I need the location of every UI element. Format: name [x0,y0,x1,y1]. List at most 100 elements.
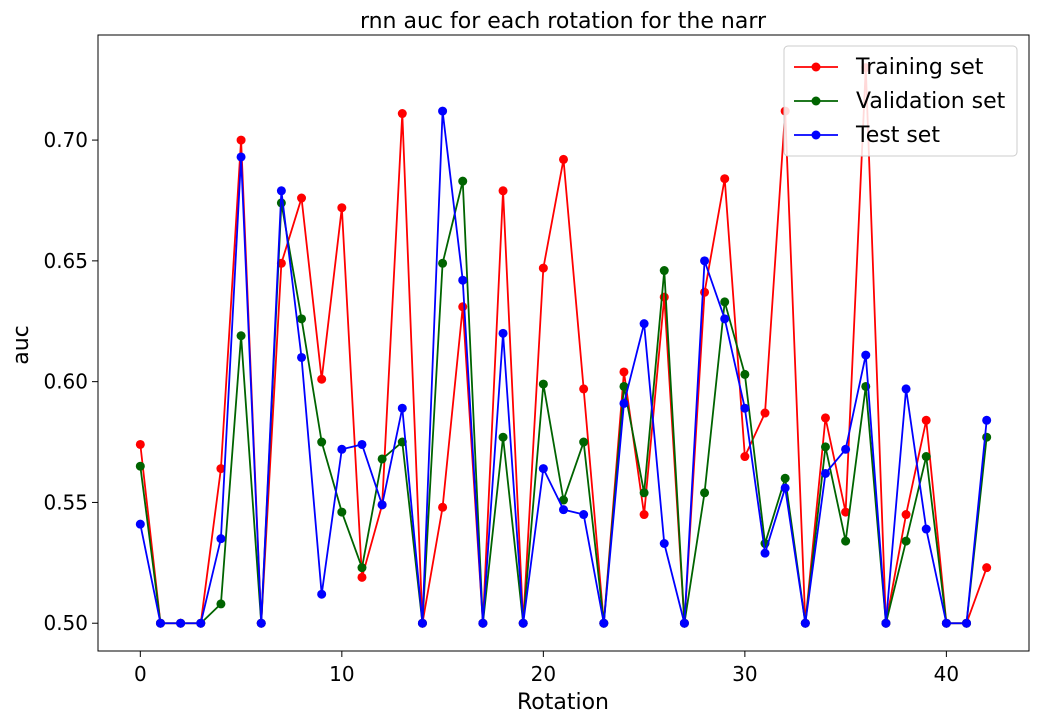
legend-marker [811,96,821,106]
data-point [659,539,669,549]
data-point [236,152,246,162]
data-point [841,536,851,546]
data-point [478,618,488,628]
data-point [740,403,750,413]
data-point [881,618,891,628]
data-point [276,186,286,196]
x-tick-label: 10 [329,662,354,686]
data-point [498,328,508,338]
data-point [196,618,206,628]
series-2 [135,106,992,628]
x-tick-label: 20 [531,662,556,686]
data-point [579,510,589,520]
data-point [639,319,649,329]
data-point [216,599,226,609]
data-point [599,618,609,628]
data-point [921,452,931,462]
data-point [619,398,629,408]
data-point [337,507,347,517]
data-point [982,432,992,442]
data-point [155,618,165,628]
data-point [538,263,548,273]
data-point [397,109,407,119]
data-point [297,193,307,203]
data-point [357,563,367,573]
data-point [498,432,508,442]
data-point [619,367,629,377]
data-point [216,464,226,474]
data-point [962,618,972,628]
data-point [297,314,307,324]
data-point [720,174,730,184]
legend-entry: Test set [794,123,940,148]
data-point [901,536,911,546]
data-point [357,572,367,582]
data-point [760,408,770,418]
data-point [337,203,347,213]
data-point [498,186,508,196]
data-point [216,534,226,544]
data-point [538,379,548,389]
data-point [941,618,951,628]
data-point [700,256,710,266]
data-point [982,563,992,573]
legend-entry: Validation set [794,89,1006,114]
data-point [659,266,669,276]
data-point [176,618,186,628]
data-point [236,135,246,145]
data-point [438,106,448,116]
legend-label: Validation set [856,89,1006,114]
series-line [139,180,988,625]
x-axis-label: Rotation [517,690,609,715]
data-point [559,154,568,164]
data-point [458,176,468,186]
data-point [458,275,468,285]
data-point [921,524,931,534]
data-point [982,415,992,425]
chart-title: rnn auc for each rotation for the narr [360,9,767,34]
y-tick-label: 0.55 [43,490,88,514]
data-point [780,483,790,493]
legend-label: Training set [855,55,984,80]
data-point [720,297,730,307]
data-point [236,331,246,341]
data-point [579,437,589,447]
data-point [518,618,528,628]
x-tick-label: 0 [134,662,147,686]
legend-entry: Training set [794,55,984,80]
data-point [559,505,568,515]
plot-frame [97,34,1030,652]
data-point [619,381,629,391]
data-point [337,444,347,454]
data-point [820,442,830,452]
legend-marker [811,130,821,140]
data-point [820,413,830,423]
data-point [135,461,145,471]
data-point [700,488,710,498]
data-point [800,618,810,628]
data-point [841,444,851,454]
data-point [397,403,407,413]
data-point [700,287,710,297]
data-point [297,352,307,362]
y-axis-label: auc [9,325,34,365]
data-point [760,548,770,558]
x-tick-label: 30 [732,662,757,686]
data-point [357,439,367,449]
data-point [740,452,750,462]
legend-marker [811,62,821,72]
data-point [377,454,387,464]
y-axis: 0.50 0.55 0.60 0.65 0.70 [43,128,98,635]
x-tick-label: 40 [934,662,959,686]
data-point [377,500,387,510]
legend-box [783,45,1018,157]
data-point [780,473,790,483]
y-tick-label: 0.70 [43,128,88,152]
data-point [135,519,145,529]
data-point [317,589,327,599]
data-point [458,302,468,312]
data-point [317,437,327,447]
data-point [740,369,750,379]
data-point [438,258,448,268]
data-point [921,415,931,425]
